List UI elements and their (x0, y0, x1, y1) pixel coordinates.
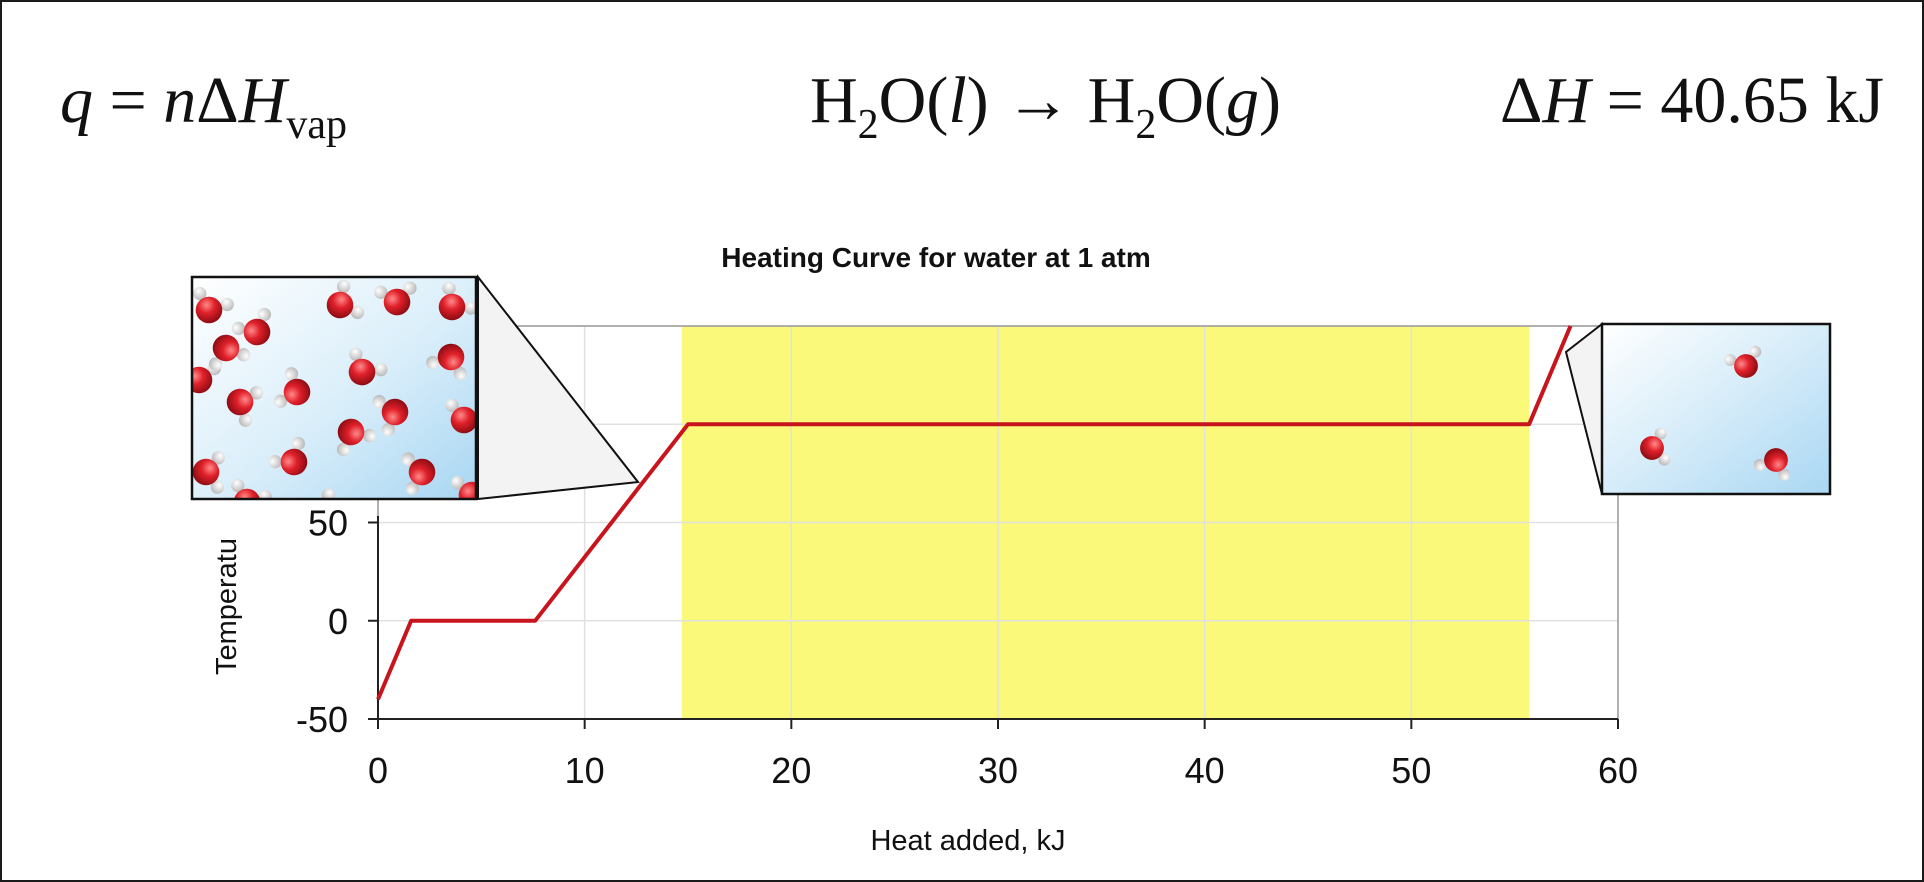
water-molecule-icon (374, 281, 417, 316)
series-line (376, 325, 1573, 701)
water-molecule-icon (372, 394, 409, 437)
water-molecule-icon (401, 452, 436, 495)
water-molecule-icon (268, 436, 308, 476)
y-tick-label: 50 (308, 503, 348, 544)
x-axis-label: Heat added, kJ (870, 825, 1065, 857)
x-tick-label: 0 (368, 750, 388, 791)
water-molecule-icon (1724, 345, 1762, 378)
water-molecule-icon (326, 279, 365, 320)
water-vapor-molecules-icon (1600, 322, 1832, 496)
x-tick-label: 10 (565, 750, 605, 791)
water-molecule-icon (438, 281, 476, 321)
water-molecule-icon (426, 343, 467, 381)
equation-enthalpy-value: ΔH = 40.65 kJ (1500, 64, 1885, 137)
water-molecule-icon (451, 476, 476, 499)
y-tick-label: 0 (328, 601, 348, 642)
liquid-water-molecules-icon (190, 275, 478, 501)
water-molecule-icon (273, 367, 311, 408)
x-tick-label: 60 (1598, 750, 1638, 791)
water-molecule-icon (208, 334, 251, 371)
water-molecule-icon (226, 386, 264, 427)
equation-heat-vaporization: q = nΔHvap (60, 64, 348, 148)
tick-labels: 0 10 20 30 40 50 60 -50 0 50 (296, 503, 1638, 792)
y-tick-label: -50 (296, 699, 348, 740)
water-molecule-icon (1753, 448, 1791, 481)
water-molecule-icon (1640, 427, 1671, 466)
water-molecule-icon (192, 451, 226, 494)
water-molecule-icon (445, 398, 476, 434)
water-molecule-icon (193, 286, 234, 324)
water-molecule-icon (348, 347, 388, 386)
water-molecule-icon (231, 307, 272, 346)
x-tick-label: 20 (771, 750, 811, 791)
equation-phase-change: H2O(l) → H2O(g) (810, 64, 1281, 148)
liquid-inset-callout (477, 274, 640, 501)
x-tick-label: 40 (1185, 750, 1225, 791)
x-tick-label: 30 (978, 750, 1018, 791)
y-axis-label: Temperatu (211, 538, 243, 675)
water-molecule-icon (336, 418, 377, 457)
chart-title: Heating Curve for water at 1 atm (721, 242, 1150, 273)
water-molecule-icon (231, 478, 272, 499)
x-tick-label: 50 (1391, 750, 1431, 791)
